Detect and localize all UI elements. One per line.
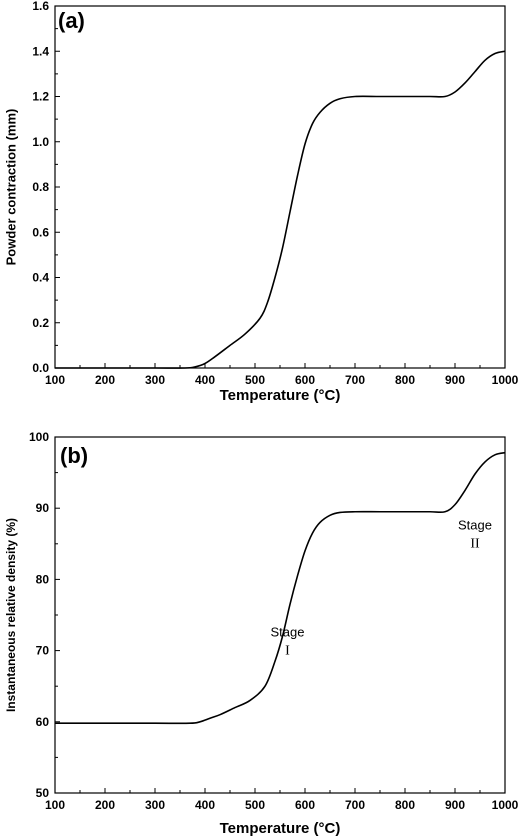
- y-tick-label: 100: [29, 430, 49, 444]
- y-tick-label: 0.8: [32, 180, 49, 194]
- x-tick-label: 1000: [492, 798, 519, 812]
- x-tick-label: 900: [445, 798, 465, 812]
- x-tick-label: 700: [345, 373, 365, 387]
- y-tick-label: 1.0: [32, 135, 49, 149]
- x-tick-label: 300: [145, 798, 165, 812]
- panel-label: (a): [58, 8, 85, 33]
- panel-label: (b): [60, 443, 88, 468]
- x-tick-label: 500: [245, 798, 265, 812]
- x-tick-label: 800: [395, 798, 415, 812]
- x-tick-label: 400: [195, 373, 215, 387]
- y-tick-label: 80: [36, 572, 50, 586]
- y-tick-label: 0.6: [32, 225, 49, 239]
- y-tick-label: 60: [36, 715, 50, 729]
- x-tick-label: 800: [395, 373, 415, 387]
- x-tick-label: 700: [345, 798, 365, 812]
- y-tick-label: 0.4: [32, 271, 49, 285]
- x-axis-label: Temperature (°C): [220, 387, 341, 404]
- y-tick-label: 0.0: [32, 361, 49, 375]
- x-tick-label: 600: [295, 798, 315, 812]
- x-tick-label: 400: [195, 798, 215, 812]
- x-tick-label: 900: [445, 373, 465, 387]
- x-tick-label: 600: [295, 373, 315, 387]
- stage-annotation-label: Stage: [458, 518, 492, 533]
- y-tick-label: 70: [36, 644, 50, 658]
- stage-annotation-label: Stage: [271, 624, 305, 639]
- y-tick-label: 90: [36, 501, 50, 515]
- x-tick-label: 100: [45, 798, 65, 812]
- x-axis-label: Temperature (°C): [220, 820, 341, 837]
- stage-annotation-numeral: II: [470, 537, 480, 552]
- y-tick-label: 1.6: [32, 0, 49, 13]
- x-tick-label: 500: [245, 373, 265, 387]
- chart-panel-b: 100 200 300 400 500 600 700 800 900 1000 50 60 70 80 9…: [4, 430, 518, 837]
- x-tick-label: 200: [95, 373, 115, 387]
- y-tick-label: 1.2: [32, 90, 49, 104]
- x-tick-label: 300: [145, 373, 165, 387]
- chart-panel-a: 100 200 300 400 500 600 700 800 900 1000 0.0 0.2 0.4…: [3, 0, 518, 404]
- y-axis-label: Instantaneous relative density (%): [4, 518, 18, 712]
- x-tick-label: 200: [95, 798, 115, 812]
- y-tick-label: 0.2: [32, 316, 49, 330]
- x-tick-label: 1000: [492, 373, 519, 387]
- y-axis-label: Powder contraction (mm): [3, 109, 18, 266]
- y-tick-label: 50: [36, 786, 50, 800]
- stage-annotation-numeral: I: [285, 643, 290, 658]
- plot-frame: [54, 436, 506, 794]
- y-tick-label: 1.4: [32, 44, 49, 58]
- plot-frame: [54, 5, 506, 369]
- series-line: [54, 451, 506, 725]
- x-tick-label: 100: [45, 373, 65, 387]
- series-line: [55, 50, 506, 369]
